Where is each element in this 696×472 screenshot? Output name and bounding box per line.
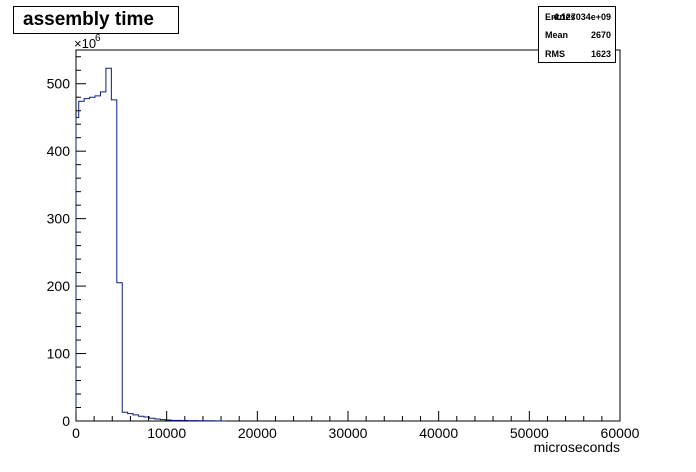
stats-mean-label: Mean — [545, 30, 569, 40]
histogram-bin — [133, 415, 138, 421]
histogram-bin — [84, 99, 89, 421]
x-tick-label: 0 — [72, 425, 80, 441]
y-tick-label: 500 — [47, 76, 71, 92]
histogram-bin — [95, 96, 100, 421]
histogram-bin — [171, 420, 176, 421]
stats-entries-label: Entries — [545, 12, 576, 22]
histogram-bin — [117, 283, 122, 421]
stats-box: Entries 4.127034e+09 Mean 2670 RMS 1623 — [538, 6, 616, 63]
histogram-bin — [111, 100, 116, 421]
x-tick-label: 60000 — [601, 425, 640, 441]
x-tick-label: 40000 — [419, 425, 458, 441]
histogram-bin — [100, 92, 105, 421]
x-tick-label: 30000 — [329, 425, 368, 441]
histogram-bin — [160, 420, 165, 421]
y-tick-label: 400 — [47, 143, 71, 159]
y-tick-label: 300 — [47, 211, 71, 227]
y-tick-label: 0 — [62, 413, 70, 429]
histogram-bin — [177, 420, 182, 421]
y-axis-multiplier: ×10 — [74, 36, 96, 51]
histogram-bin — [106, 68, 111, 421]
stats-rms-value: 1623 — [590, 49, 611, 59]
stats-entries-value: 4.127034e+09 — [553, 12, 611, 22]
plot-frame — [75, 49, 621, 422]
histogram-bin — [149, 418, 154, 421]
x-tick-label: 50000 — [510, 425, 549, 441]
histogram-bin — [139, 416, 144, 421]
histogram-bin — [90, 97, 95, 421]
x-tick-label: 20000 — [238, 425, 277, 441]
histogram-bin — [155, 419, 160, 421]
stats-mean-value: 2670 — [590, 30, 611, 40]
x-tick-label: 10000 — [147, 425, 186, 441]
histogram-bin — [76, 117, 79, 421]
stats-row-entries: Entries 4.127034e+09 — [539, 7, 615, 26]
y-tick-label: 100 — [47, 346, 71, 362]
histogram-bin — [122, 412, 127, 421]
y-axis-multiplier-exponent: 6 — [95, 33, 101, 44]
x-axis-label: microseconds — [534, 439, 620, 455]
histogram-series — [75, 67, 226, 422]
chart-title: assembly time — [13, 6, 179, 34]
stats-row-rms: RMS 1623 — [539, 44, 615, 63]
y-tick-label: 200 — [47, 278, 71, 294]
histogram-bin — [79, 101, 84, 421]
stats-row-mean: Mean 2670 — [539, 25, 615, 44]
stats-rms-label: RMS — [545, 49, 565, 59]
